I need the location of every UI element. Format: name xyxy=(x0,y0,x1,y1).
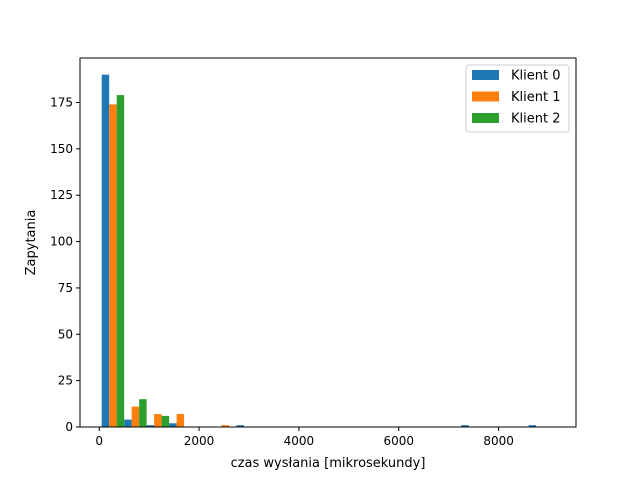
legend-label: Klient 0 xyxy=(511,69,561,84)
y-tick-label: 150 xyxy=(50,142,73,156)
bar-klient-0-bin-16 xyxy=(461,425,469,427)
y-axis-ticks: 0 25 50 75 100 125 150 175 xyxy=(50,96,80,434)
x-tick-label: 8000 xyxy=(483,434,514,448)
legend-swatch xyxy=(472,113,499,123)
y-tick-label: 100 xyxy=(50,235,73,249)
bar-klient-0-bin-19 xyxy=(528,425,537,427)
bar-klient-2-bin-2 xyxy=(161,415,170,427)
bar-klient-2-bin-0 xyxy=(116,95,125,427)
x-tick-label: 6000 xyxy=(383,434,414,448)
y-tick-label: 50 xyxy=(58,327,73,341)
legend: Klient 0 Klient 1 Klient 2 xyxy=(465,64,570,133)
y-tick-label: 125 xyxy=(50,188,73,202)
bar-klient-0-bin-0 xyxy=(101,74,110,427)
y-axis-label: Zapytania xyxy=(24,210,39,276)
bars-group xyxy=(101,74,537,428)
bar-klient-1-bin-3 xyxy=(176,414,185,427)
x-axis-label: czas wysłania [mikrosekundy] xyxy=(231,456,426,471)
legend-swatch xyxy=(472,70,499,80)
bar-klient-0-bin-1 xyxy=(124,419,132,427)
y-tick-label: 75 xyxy=(58,281,73,295)
bar-klient-1-bin-2 xyxy=(154,414,162,427)
bar-klient-1-bin-1 xyxy=(131,406,140,427)
bar-klient-0-bin-3 xyxy=(169,423,177,427)
bar-klient-1-bin-0 xyxy=(109,104,117,428)
x-tick-label: 4000 xyxy=(284,434,315,448)
y-tick-label: 175 xyxy=(50,96,73,110)
bar-klient-1-bin-5 xyxy=(221,425,230,427)
bar-klient-0-bin-6 xyxy=(236,425,244,427)
x-tick-label: 0 xyxy=(95,434,103,448)
bar-klient-0-bin-2 xyxy=(146,425,155,427)
legend-swatch xyxy=(472,91,499,102)
x-axis-ticks: 0 2000 4000 6000 8000 xyxy=(95,427,514,448)
plot-frame xyxy=(79,57,577,428)
legend-label: Klient 2 xyxy=(511,112,561,127)
legend-label: Klient 1 xyxy=(511,90,561,105)
bar-klient-2-bin-1 xyxy=(139,399,147,427)
x-tick-label: 2000 xyxy=(184,434,215,448)
y-tick-label: 0 xyxy=(65,420,73,434)
y-tick-label: 25 xyxy=(58,374,73,388)
